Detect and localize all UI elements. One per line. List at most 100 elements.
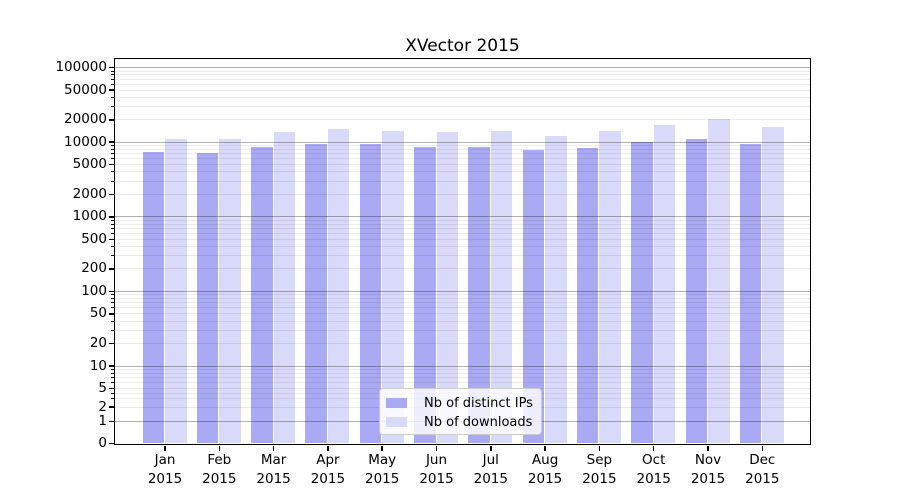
- y-minor-tick-mark: [110, 153, 114, 155]
- y-minor-tick-mark: [110, 219, 114, 221]
- y-gridline-minor: [114, 78, 810, 80]
- bar-distinct-ips-apr: [305, 143, 327, 444]
- x-tick-label-year: 2015: [256, 471, 291, 487]
- x-tick-label-month: Jun: [425, 452, 448, 468]
- y-minor-tick-mark: [110, 223, 114, 225]
- bar-downloads-jul: [490, 130, 513, 444]
- y-gridline-minor: [114, 89, 810, 91]
- x-tick-label: Dec 2015: [722, 451, 802, 489]
- y-tick-label: 2000: [72, 185, 107, 202]
- y-tick-label: 1000: [72, 208, 107, 225]
- y-minor-tick-mark: [110, 368, 114, 370]
- y-tick-mark: [108, 66, 114, 69]
- y-minor-tick-mark: [110, 298, 114, 300]
- y-gridline-minor: [114, 219, 810, 221]
- x-tick-label: Oct 2015: [614, 451, 694, 489]
- y-tick-mark: [108, 406, 114, 408]
- y-gridline-minor: [114, 329, 810, 331]
- bar-distinct-ips-sep: [576, 147, 599, 444]
- y-tick-label: 50: [89, 305, 107, 322]
- bar-distinct-ips-may: [359, 143, 382, 444]
- x-tick-label-month: May: [368, 452, 397, 468]
- legend: Nb of distinct IPs Nb of downloads: [379, 388, 542, 435]
- legend-swatch-downloads: [386, 417, 407, 427]
- x-tick-label-month: Jan: [154, 452, 176, 468]
- y-tick-mark: [108, 387, 114, 390]
- y-minor-tick-mark: [110, 372, 114, 374]
- bar-distinct-ips-jun: [414, 146, 436, 444]
- y-tick-mark: [108, 216, 114, 218]
- bar-distinct-ips-nov: [685, 138, 707, 444]
- legend-label-distinct-ips: Nb of distinct IPs: [424, 395, 533, 411]
- y-minor-tick-mark: [110, 145, 114, 147]
- y-gridline-minor: [114, 294, 810, 296]
- y-gridline-minor: [114, 232, 810, 234]
- y-tick-label: 5000: [72, 156, 107, 173]
- y-minor-tick-mark: [110, 74, 114, 76]
- y-minor-tick-mark: [110, 377, 114, 379]
- x-tick-label-year: 2015: [636, 471, 671, 487]
- y-tick-label: 5: [98, 380, 107, 396]
- y-minor-tick-mark: [110, 83, 114, 85]
- y-tick-mark: [108, 89, 114, 91]
- y-minor-tick-mark: [110, 382, 114, 384]
- y-gridline-minor: [114, 145, 810, 147]
- legend-item-distinct-ips: Nb of distinct IPs: [380, 394, 541, 412]
- y-minor-tick-mark: [110, 329, 114, 331]
- y-tick-mark: [108, 365, 114, 367]
- bar-distinct-ips-aug: [522, 149, 545, 444]
- y-gridline-minor: [114, 307, 810, 309]
- x-tick-label-year: 2015: [745, 471, 780, 487]
- x-tick-label-year: 2015: [147, 471, 183, 487]
- legend-swatch-distinct-ips: [386, 398, 407, 408]
- y-minor-tick-mark: [110, 171, 114, 173]
- y-gridline-minor: [114, 180, 810, 182]
- y-gridline-minor: [114, 96, 810, 98]
- y-gridline-minor: [114, 164, 810, 166]
- y-tick-mark: [108, 342, 114, 345]
- bar-downloads-dec: [762, 127, 784, 444]
- y-tick-mark: [108, 238, 114, 241]
- y-tick-label: 500: [81, 230, 107, 247]
- y-minor-tick-mark: [110, 227, 114, 229]
- y-gridline-minor: [114, 343, 810, 345]
- y-gridline-minor: [114, 83, 810, 85]
- bar-downloads-may: [382, 130, 404, 444]
- y-minor-tick-mark: [110, 148, 114, 150]
- y-minor-tick-mark: [110, 180, 114, 182]
- y-tick-label: 1: [98, 413, 107, 429]
- y-gridline-minor: [114, 74, 810, 76]
- y-minor-tick-mark: [110, 307, 114, 309]
- chart-title: XVector 2015: [405, 36, 520, 56]
- y-minor-tick-mark: [110, 78, 114, 80]
- y-minor-tick-mark: [110, 294, 114, 296]
- y-minor-tick-mark: [110, 232, 114, 234]
- y-tick-mark: [108, 268, 114, 270]
- x-tick-label-year: 2015: [419, 471, 454, 487]
- y-tick-label: 100: [81, 282, 107, 299]
- x-tick-label-year: 2015: [690, 471, 726, 487]
- bar-downloads-oct: [653, 124, 676, 444]
- bar-distinct-ips-dec: [739, 143, 762, 444]
- x-tick-label-month: Nov: [694, 452, 722, 468]
- y-tick-mark: [108, 163, 114, 166]
- y-tick-label: 100000: [55, 59, 107, 76]
- x-tick-label-month: Oct: [642, 452, 666, 468]
- x-tick-mark: [707, 445, 709, 451]
- y-gridline-minor: [114, 70, 810, 72]
- bar-downloads-mar: [273, 132, 296, 444]
- bar-downloads-aug: [545, 135, 567, 444]
- x-tick-mark: [327, 445, 329, 451]
- y-tick-mark: [108, 193, 114, 196]
- y-minor-tick-mark: [110, 398, 114, 400]
- bar-downloads-apr: [327, 129, 350, 444]
- x-tick-label: Jul 2015: [451, 451, 531, 489]
- x-tick-label: Nov 2015: [668, 451, 748, 489]
- y-tick-label: 0: [98, 435, 107, 451]
- x-tick-label-month: Aug: [531, 452, 559, 468]
- bar-downloads-sep: [599, 131, 621, 444]
- x-tick-mark: [164, 445, 166, 451]
- y-minor-tick-mark: [110, 246, 114, 248]
- bar-downloads-feb: [219, 138, 241, 444]
